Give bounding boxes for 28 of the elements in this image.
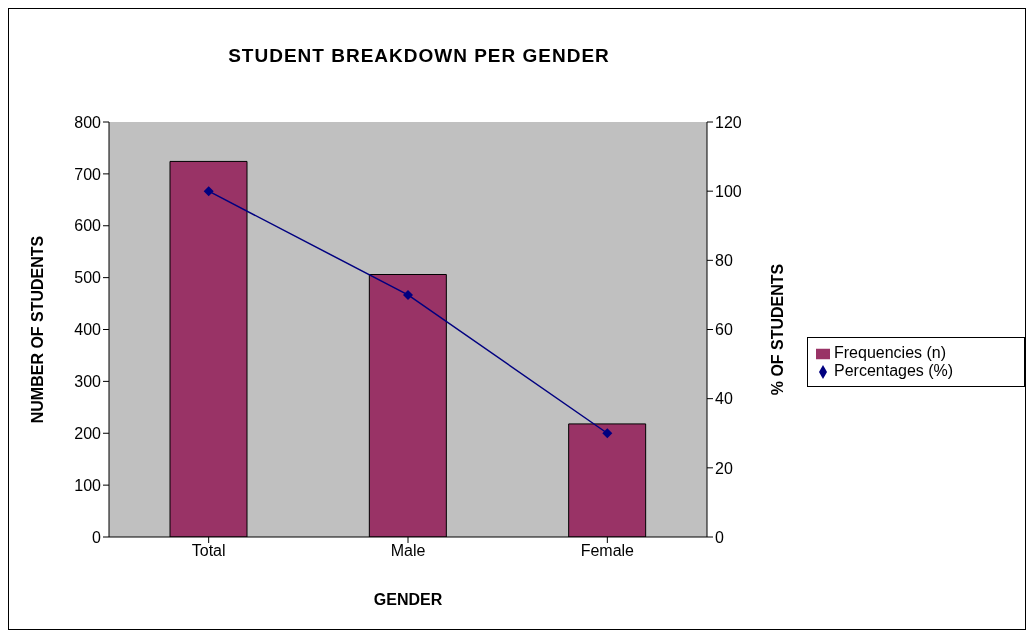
x-tick-label: Female [580, 542, 635, 560]
y2-tick-label: 0 [715, 528, 724, 546]
y2-tick-label: 120 [715, 113, 742, 131]
y-tick-label: 0 [92, 528, 102, 546]
y2-tick-label: 60 [715, 321, 733, 339]
y2-tick-label: 80 [715, 252, 733, 270]
point [403, 289, 413, 300]
x-axis-title: GENDER [373, 591, 443, 608]
y-tick-label: 800 [74, 113, 102, 131]
y-tick-label: 300 [74, 373, 102, 391]
x-tick-label: Total [191, 542, 226, 560]
y2-tick-label: 100 [715, 182, 742, 200]
y-tick-label: 600 [74, 217, 102, 235]
y-tick-label: 200 [74, 424, 102, 442]
y-tick-label: 400 [74, 321, 102, 339]
chart-title: STUDENT BREAKDOWN PER GENDER [227, 45, 611, 67]
y2-tick-label: 40 [715, 390, 733, 408]
y-tick-label: 500 [74, 269, 102, 287]
legend-label: Percentages (%) [834, 362, 954, 379]
y-tick-label: 700 [74, 165, 102, 183]
legend-label: Frequencies (n) [834, 344, 947, 361]
point [203, 186, 214, 197]
point [602, 428, 613, 439]
x-tick-label: Male [390, 542, 426, 560]
y2-axis-title: % OF STUDENTS [768, 263, 786, 396]
y-tick-label: 100 [74, 476, 102, 494]
y-axis-title: NUMBER OF STUDENTS [28, 235, 46, 424]
y2-tick-label: 20 [715, 459, 733, 477]
